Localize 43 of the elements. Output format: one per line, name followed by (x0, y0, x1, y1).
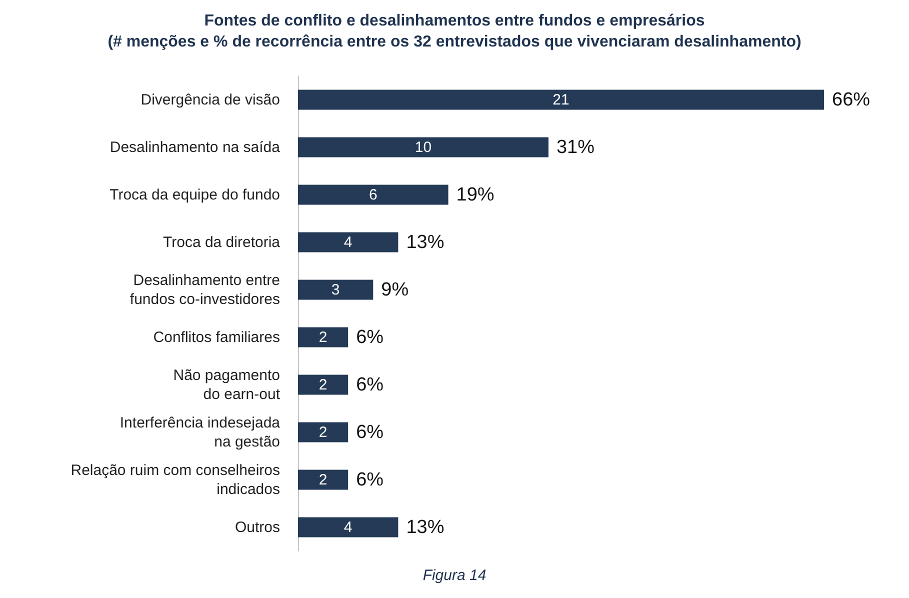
chart-title: Fontes de conflito e desalinhamentos entre fundos e empresários (204, 12, 705, 30)
annotation: 19% (456, 184, 494, 206)
y-tick-label: Relação ruim com conselheiros indicados (70, 462, 280, 498)
annotation: 6% (356, 469, 384, 490)
y-tick-label: Troca da equipe do fundo (110, 186, 280, 204)
bar (298, 184, 448, 205)
bar (298, 517, 398, 538)
bar (298, 280, 374, 300)
y-tick-label: Troca da diretoria (163, 234, 281, 251)
y-tick-label: Conflitos familiares (153, 328, 280, 346)
y-tick-label: Divergência de visão (140, 91, 280, 108)
y-tick-label: Desalinhamento entre fundos co-investidores (130, 272, 280, 308)
annotation: 66% (832, 89, 870, 110)
data-label: 6 (368, 186, 378, 204)
bar (298, 232, 398, 252)
bar (298, 422, 348, 442)
data-label: 2 (318, 424, 328, 441)
annotation: 9% (381, 279, 409, 300)
annotation: 6% (356, 326, 384, 348)
annotation: 13% (406, 516, 444, 538)
data-label: 4 (344, 234, 352, 251)
data-label: 2 (318, 328, 328, 346)
y-tick-label: Interferência indesejada na gestão (120, 414, 281, 450)
annotation: 6% (356, 374, 384, 396)
bar (298, 327, 348, 348)
bar (298, 470, 348, 490)
data-label: 2 (318, 376, 328, 394)
bar (298, 374, 348, 395)
y-tick-label: Não pagamento do earn-out (173, 366, 281, 403)
annotation: 13% (406, 232, 444, 253)
annotation: 6% (356, 422, 384, 443)
data-label: 2 (318, 471, 328, 488)
data-label: 10 (414, 138, 432, 156)
bar (298, 137, 548, 158)
y-tick-label: Outros (234, 518, 280, 536)
bar (298, 90, 824, 110)
data-label: 3 (331, 281, 340, 298)
chart-subtitle: (# menções e % de recorrência entre os 32 entrevistados que vivenciaram desalinhamento) (108, 34, 802, 50)
text: Figura 14 (422, 567, 486, 584)
annotation: 31% (556, 136, 595, 158)
y-tick-label: Desalinhamento na saída (110, 138, 281, 156)
data-label: 21 (552, 91, 570, 108)
data-label: 4 (344, 518, 352, 536)
